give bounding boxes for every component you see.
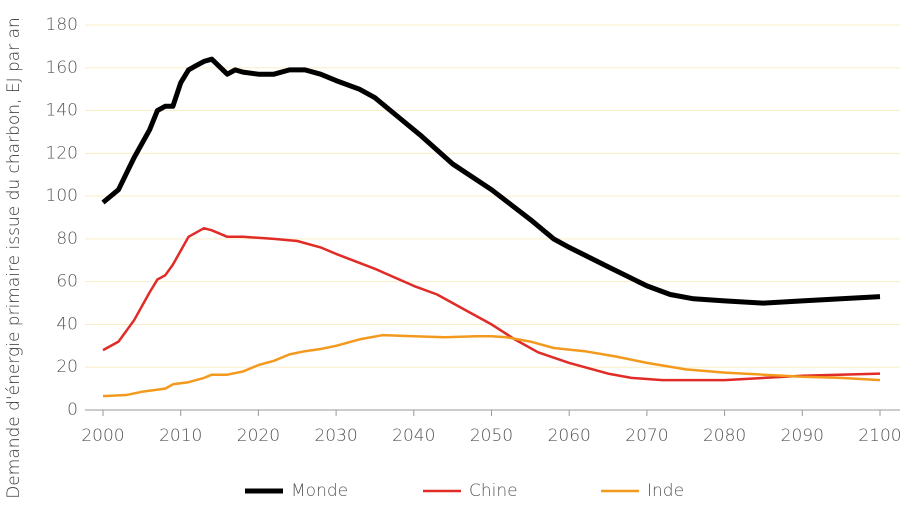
y-tick-label: 40 (56, 314, 78, 334)
y-tick-label: 0 (67, 400, 78, 420)
x-tick-label: 2060 (548, 426, 591, 446)
x-tick-label: 2050 (470, 426, 513, 446)
x-tick-label: 2030 (314, 426, 357, 446)
x-tick-label: 2090 (781, 426, 824, 446)
x-tick-label: 2100 (858, 426, 901, 446)
y-tick-label: 100 (46, 186, 78, 206)
x-tick-label: 2080 (703, 426, 746, 446)
y-tick-label: 120 (46, 143, 78, 163)
y-axis-label: Demande d'énergie primaire issue du char… (4, 17, 24, 499)
x-tick-label: 2040 (392, 426, 435, 446)
y-tick-label: 80 (56, 229, 78, 249)
legend-label: Chine (469, 481, 518, 501)
line (101, 56, 881, 306)
y-tick-label: 60 (56, 272, 78, 292)
line (102, 226, 881, 382)
y-tick-label: 160 (46, 58, 78, 78)
y-tick-label: 180 (46, 15, 78, 35)
x-tick-label: 2010 (159, 426, 202, 446)
line (102, 333, 881, 398)
legend-label: Monde (291, 481, 348, 501)
x-tick-label: 2000 (81, 426, 124, 446)
x-tick-label: 2020 (237, 426, 280, 446)
legend-label: Inde (647, 481, 684, 501)
y-tick-label: 20 (56, 357, 78, 377)
y-tick-label: 140 (46, 101, 78, 121)
x-tick-label: 2070 (625, 426, 668, 446)
